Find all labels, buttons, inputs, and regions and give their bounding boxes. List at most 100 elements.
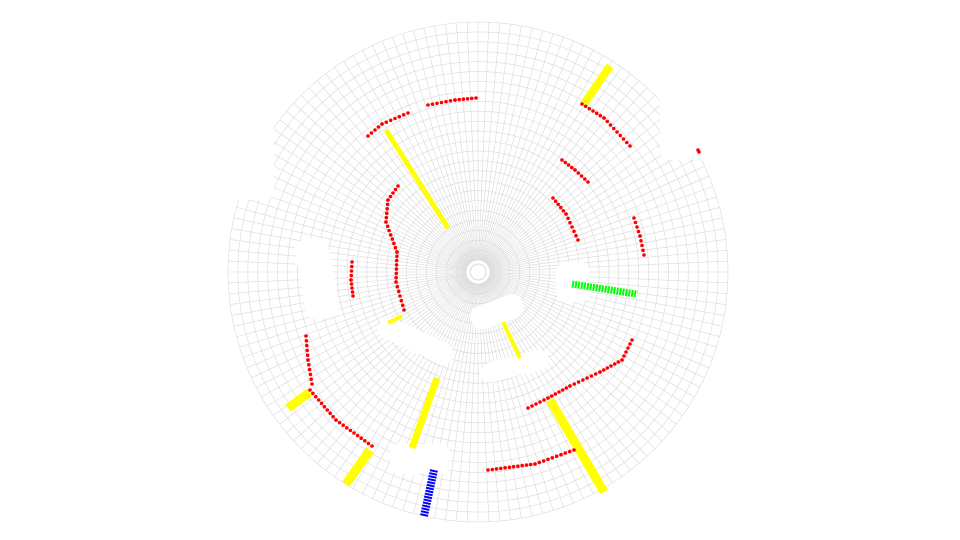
grid-spoke: [487, 128, 683, 266]
obstacle-point: [566, 163, 571, 167]
grid-spoke: [308, 87, 471, 264]
obstacle-point: [453, 98, 457, 102]
grid-spoke: [242, 186, 467, 269]
obstacle-point: [388, 118, 393, 123]
grid-spoke: [488, 276, 705, 378]
obstacle-point: [697, 150, 701, 154]
obstacle-point: [635, 225, 639, 229]
obstacle-point: [640, 243, 644, 248]
obstacle-point: [560, 388, 565, 392]
obstacle-point: [628, 144, 632, 148]
grid-spoke: [325, 73, 471, 263]
grid-spoke: [230, 273, 467, 305]
obstacle-point: [319, 401, 324, 406]
obstacle-point: [402, 308, 406, 312]
obstacle-point: [511, 464, 516, 469]
obstacle-point: [520, 463, 524, 468]
obstacle-point: [581, 378, 585, 382]
obstacle-point: [352, 431, 356, 435]
obstacle-point: [334, 418, 338, 422]
grid-spoke: [488, 277, 700, 388]
obstacle-point: [563, 160, 568, 165]
obstacle-point: [580, 102, 584, 106]
grid-spoke: [488, 156, 700, 267]
red-obstacle-points: [304, 96, 701, 472]
obstacle-point: [563, 451, 568, 455]
obstacle-point: [406, 111, 410, 115]
obstacle-point: [328, 411, 333, 416]
grid-spoke: [479, 25, 522, 261]
obstacle-point: [625, 140, 629, 145]
grid-spoke: [489, 272, 728, 284]
obstacle-point: [557, 390, 561, 394]
obstacle-point: [331, 414, 335, 419]
obstacle-point: [587, 106, 592, 111]
grid-spoke: [413, 283, 476, 514]
occluded-patch: [294, 237, 340, 319]
obstacle-point: [457, 97, 462, 102]
obstacle-point: [470, 96, 474, 101]
obstacle-point: [573, 168, 577, 172]
obstacle-point: [576, 380, 581, 384]
grid-spoke: [317, 281, 471, 464]
obstacle-point: [350, 290, 355, 294]
obstacle-point: [533, 462, 537, 466]
grid-spoke: [482, 40, 574, 262]
obstacle-point: [304, 334, 308, 338]
obstacle-point: [490, 467, 495, 472]
grid-spoke: [481, 36, 564, 261]
yellow-path-segments: [285, 63, 614, 495]
obstacle-point: [605, 119, 610, 124]
obstacle-point: [399, 298, 404, 303]
grid-spoke: [488, 166, 705, 268]
grid-spoke: [485, 87, 648, 264]
obstacle-point: [602, 116, 606, 120]
obstacle-point: [384, 120, 389, 124]
grid-spoke: [480, 30, 543, 261]
obstacle-point: [401, 113, 406, 117]
obstacle-point: [349, 282, 354, 286]
grid-spoke: [489, 275, 714, 358]
grid-spoke: [487, 278, 689, 407]
grid-spoke: [256, 277, 468, 388]
obstacle-point: [345, 426, 349, 430]
obstacle-point: [366, 134, 370, 138]
grid-spoke: [228, 272, 467, 295]
obstacle-point: [583, 177, 587, 181]
obstacle-point: [633, 220, 638, 225]
obstacle-point: [373, 128, 377, 132]
grid-spoke: [236, 274, 467, 337]
obstacle-point: [553, 392, 558, 396]
obstacle-point: [448, 99, 453, 103]
grid-spoke: [486, 94, 656, 264]
obstacle-point: [369, 131, 374, 135]
obstacle-point: [391, 191, 395, 195]
obstacle-point: [307, 363, 311, 367]
grid-spoke: [317, 80, 471, 263]
grid-spoke: [352, 55, 473, 262]
grid-spoke: [236, 207, 467, 270]
obstacle-point: [349, 278, 353, 282]
grid-spoke: [481, 33, 554, 261]
grid-spoke: [489, 274, 720, 337]
obstacle-point: [305, 348, 310, 353]
obstacle-point: [601, 368, 606, 372]
grid-spoke: [487, 119, 677, 265]
obstacle-point: [553, 199, 558, 203]
grid-spoke: [293, 102, 470, 265]
obstacle-point: [546, 396, 550, 400]
obstacle-point: [396, 184, 400, 188]
grid-spoke: [489, 274, 723, 327]
obstacle-point: [304, 339, 309, 343]
grid-spoke: [445, 283, 477, 520]
yellow-segment: [546, 397, 608, 495]
obstacle-point: [439, 100, 444, 105]
grid-spoke: [334, 67, 472, 263]
grid-spoke: [478, 22, 490, 261]
obstacle-point: [465, 97, 470, 101]
sensor-origin-marker: [469, 263, 487, 281]
blue-vehicle-segment: [420, 469, 438, 517]
obstacle-point: [591, 109, 595, 113]
grid-spoke: [230, 239, 467, 271]
obstacle-point: [572, 382, 577, 386]
